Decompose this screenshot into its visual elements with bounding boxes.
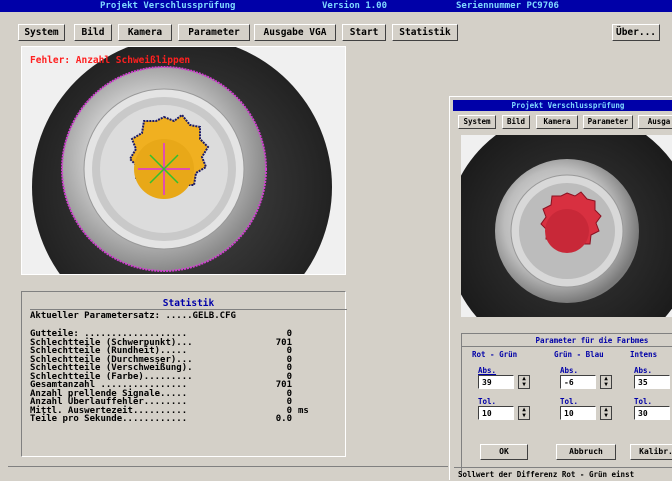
abs-label-2: Abs. <box>560 366 579 375</box>
w2-menu-system[interactable]: System <box>458 115 496 129</box>
group-intens-label: Intens <box>630 350 658 359</box>
param-panel-title: Parameter für die Farbmes <box>535 336 649 345</box>
menu-about[interactable]: Über... <box>612 24 660 41</box>
param-panel: Parameter für die Farbmes Rot - Grün Abs… <box>461 333 672 476</box>
stat-value: 0 <box>286 388 292 399</box>
menu-statistik[interactable]: Statistik <box>392 24 458 41</box>
cancel-button[interactable]: Abbruch <box>556 444 616 460</box>
stat-label: Schlechtteile (Durchmesser)... <box>30 354 193 365</box>
stat-value: 701 <box>275 337 292 348</box>
group-rot-gruen-label: Rot - Grün <box>472 350 518 359</box>
statistics-title: Statistik <box>30 298 347 310</box>
stat-value: 0 <box>286 363 292 373</box>
stat-label: Teile pro Sekunde............ <box>30 414 188 424</box>
stat-label: Schlechtteile (Farbe)......... <box>30 371 193 382</box>
ok-button[interactable]: OK <box>480 444 528 460</box>
status-bar <box>8 466 448 481</box>
tol-spinner-gruen-blau[interactable]: ▲ ▼ <box>600 406 612 420</box>
divider <box>462 346 672 347</box>
menu-ausgabe-vga[interactable]: Ausgabe VGA <box>254 24 336 41</box>
stat-label: Schlechtteile (Rundheit)..... <box>30 346 188 356</box>
abs-field-gruen-blau[interactable]: -6 <box>560 375 596 389</box>
menu-start[interactable]: Start <box>342 24 386 41</box>
tol-field-gruen-blau[interactable]: 10 <box>560 406 596 420</box>
stat-label: Mittl. Auswertezeit.......... <box>30 405 188 416</box>
abs-field-intens[interactable]: 35 <box>634 375 670 389</box>
w2-menu-parameter[interactable]: Parameter <box>583 115 633 129</box>
camera-view-2 <box>461 135 672 317</box>
stat-value: 0 <box>286 397 292 407</box>
stat-value: 0 <box>286 405 292 416</box>
stat-value: 701 <box>275 380 292 390</box>
stat-value: 0 <box>286 329 292 339</box>
main-titlebar: Projekt Verschlussprüfung Version 1.00 S… <box>0 0 672 12</box>
menu-kamera[interactable]: Kamera <box>118 24 172 41</box>
w2-menu-ausgabe[interactable]: Ausga <box>638 115 672 129</box>
w2-menu-bild[interactable]: Bild <box>502 115 530 129</box>
w2-menu-kamera[interactable]: Kamera <box>536 115 578 129</box>
stat-label: Gesamtanzahl ................ <box>30 380 188 390</box>
stat-value: 0 <box>286 354 292 365</box>
param-set-line: Aktueller Parametersatz: .....GELB.CFG <box>30 311 236 321</box>
abs-label-3: Abs. <box>634 366 653 375</box>
statistics-panel: Statistik Aktueller Parametersatz: .....… <box>21 291 347 457</box>
app-title: Projekt Verschlussprüfung <box>100 1 236 11</box>
stat-label: Anzahl Überlauffehler........ <box>30 397 188 407</box>
tol-field-intens[interactable]: 30 <box>634 406 670 420</box>
abs-spinner-gruen-blau[interactable]: ▲ ▼ <box>600 375 612 389</box>
inspection-image-2 <box>461 135 672 317</box>
tol-label-2: Tol. <box>560 397 579 406</box>
calibrate-button[interactable]: Kalibr. <box>630 444 672 460</box>
tol-label-1: Tol. <box>478 397 497 406</box>
abs-spinner-rot-gruen[interactable]: ▲ ▼ <box>518 375 530 389</box>
version-label: Version 1.00 <box>322 1 388 11</box>
window2-title: Projekt Verschlussprüfung <box>453 100 672 111</box>
camera-view: Fehler: Anzahl Schweißlippen <box>21 46 346 275</box>
error-message: Fehler: Anzahl Schweißlippen <box>30 55 191 66</box>
group-gruen-blau-label: Grün - Blau <box>554 350 604 359</box>
tol-label-3: Tol. <box>634 397 653 406</box>
tol-spinner-rot-gruen[interactable]: ▲ ▼ <box>518 406 530 420</box>
color-params-window: Projekt Verschlussprüfung System Bild Ka… <box>449 96 672 480</box>
stat-label: Anzahl prellende Signale..... <box>30 388 188 399</box>
abs-field-rot-gruen[interactable]: 39 <box>478 375 514 389</box>
stat-value: 0 <box>286 371 292 382</box>
inspection-image <box>22 47 345 274</box>
stat-value: 0 <box>286 346 292 356</box>
window2-status: Sollwert der Differenz Rot - Grün einst <box>454 467 672 480</box>
stat-unit: ms <box>298 405 309 416</box>
abs-label-1: Abs. <box>478 366 497 375</box>
tol-field-rot-gruen[interactable]: 10 <box>478 406 514 420</box>
stat-label: Schlechtteile (Schwerpunkt)... <box>30 337 193 348</box>
serial-number: Seriennummer PC9706 <box>456 1 559 11</box>
menu-bild[interactable]: Bild <box>74 24 112 41</box>
stat-label: Schlechtteile (Verschweißung). <box>30 363 193 373</box>
stat-label: Gutteile: ................... <box>30 329 188 339</box>
menu-system[interactable]: System <box>18 24 65 41</box>
menu-parameter[interactable]: Parameter <box>178 24 250 41</box>
stat-value: 0.0 <box>275 414 292 424</box>
